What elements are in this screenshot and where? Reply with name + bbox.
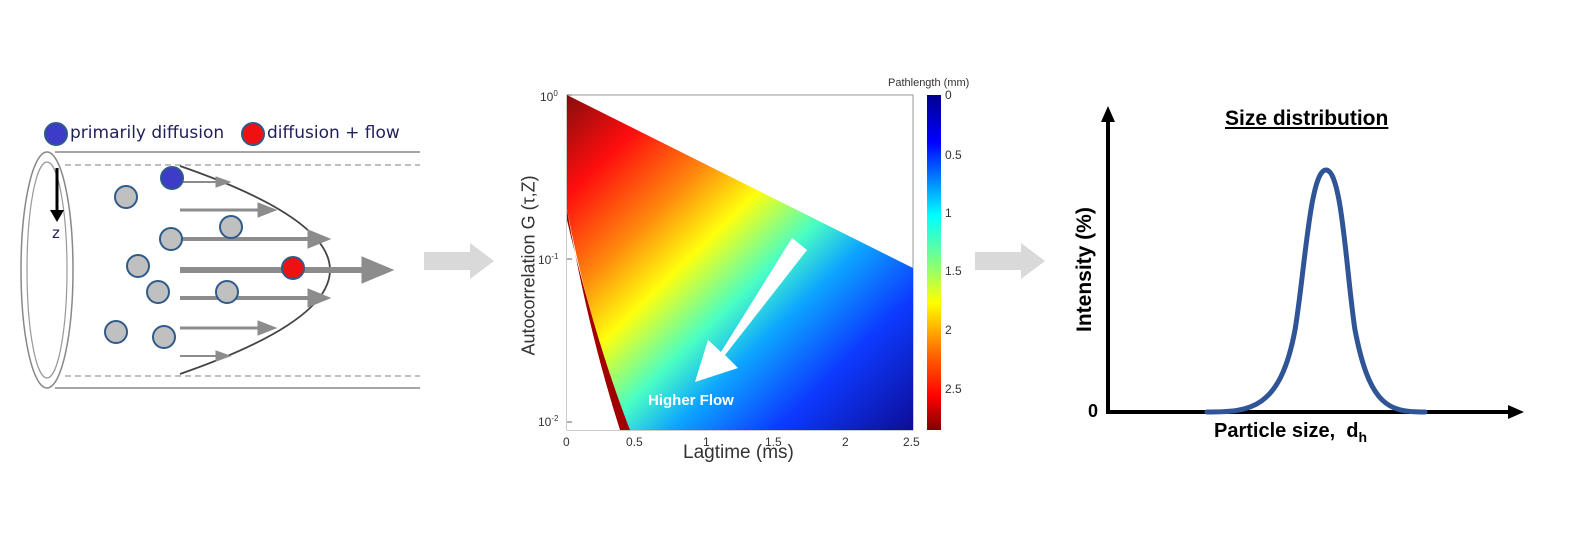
y-tick-0.01-base: 10 bbox=[538, 415, 552, 429]
y-tick-1: 100 bbox=[540, 89, 558, 104]
cbar-tick-1: 1 bbox=[945, 206, 952, 220]
y-tick-1-base: 10 bbox=[540, 90, 554, 104]
particle-size-text: Particle size, d bbox=[1214, 420, 1359, 442]
size-distribution-chart: Size distribution Intensity (%) 0 Partic… bbox=[1050, 90, 1550, 460]
x-tick-0.5: 0.5 bbox=[626, 435, 643, 449]
size-distribution-plot bbox=[1101, 106, 1524, 419]
y-tick-0.1: 10-1 bbox=[538, 252, 558, 267]
cbar-tick-0.5: 0.5 bbox=[945, 148, 962, 162]
y-tick-0.1-exp: -1 bbox=[551, 252, 559, 261]
particle-size-axis-label: Particle size, dh bbox=[1214, 420, 1367, 445]
cbar-tick-1.5: 1.5 bbox=[945, 264, 962, 278]
legend-flow-label: diffusion + flow bbox=[267, 123, 400, 143]
x-tick-1: 1 bbox=[703, 435, 710, 449]
flow-tube-diagram bbox=[20, 122, 420, 389]
flow-tube-panel: primarily diffusion diffusion + flow z bbox=[0, 100, 420, 400]
origin-zero-label: 0 bbox=[1088, 401, 1099, 421]
autocorrelation-chart: Pathlength (mm) 100 10-1 10-2 0 0.5 1 1.… bbox=[500, 70, 980, 470]
x-tick-2.5: 2.5 bbox=[903, 435, 920, 449]
x-tick-2: 2 bbox=[842, 435, 849, 449]
y-tick-0.01: 10-2 bbox=[538, 414, 558, 429]
colorbar-title: Pathlength (mm) bbox=[888, 77, 970, 89]
y-axis-label: Autocorrelation G (τ,Z) bbox=[518, 175, 539, 356]
y-tick-0.1-base: 10 bbox=[538, 253, 552, 267]
legend-diffusion-label: primarily diffusion bbox=[70, 123, 225, 143]
y-tick-0.01-exp: -2 bbox=[551, 414, 559, 423]
y-tick-1-exp: 0 bbox=[553, 89, 558, 98]
z-axis-label: z bbox=[52, 224, 60, 242]
x-axis-label: Lagtime (ms) bbox=[683, 442, 794, 463]
cbar-tick-0: 0 bbox=[945, 88, 952, 102]
x-tick-1.5: 1.5 bbox=[765, 435, 782, 449]
cbar-tick-2: 2 bbox=[945, 323, 952, 337]
process-arrow-2 bbox=[975, 243, 1045, 279]
autocorrelation-plot-area bbox=[566, 94, 941, 431]
size-distribution-title: Size distribution bbox=[1225, 107, 1389, 130]
process-arrow-1 bbox=[424, 243, 494, 279]
x-tick-0: 0 bbox=[563, 435, 570, 449]
intensity-axis-label: Intensity (%) bbox=[1073, 207, 1096, 332]
cbar-tick-2.5: 2.5 bbox=[945, 382, 962, 396]
higher-flow-annotation: Higher Flow bbox=[648, 392, 734, 409]
particle-size-subscript: h bbox=[1358, 429, 1368, 445]
